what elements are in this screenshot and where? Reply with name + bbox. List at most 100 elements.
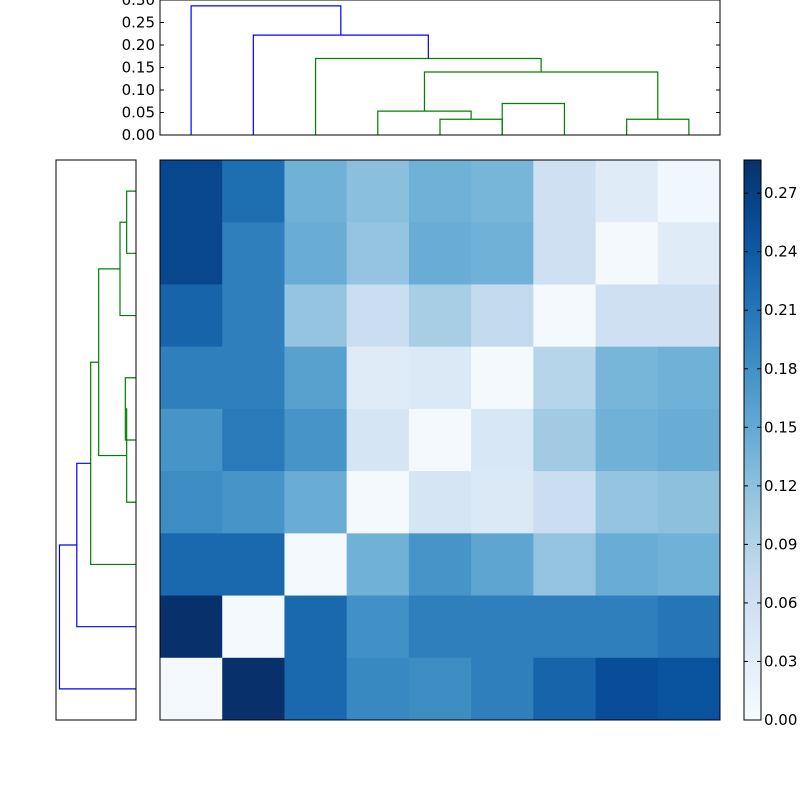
heatmap-cell xyxy=(284,284,348,348)
heatmap-cell xyxy=(222,533,285,597)
top-dendrogram-tick-label: 0.30 xyxy=(122,0,155,9)
left-dendrogram-link xyxy=(98,268,127,457)
top-dendrogram-tick-label: 0.15 xyxy=(122,59,155,77)
heatmap-cell xyxy=(284,346,348,410)
heatmap-cell xyxy=(657,657,721,721)
left-dendrogram-link xyxy=(58,544,136,690)
top-dendrogram-link xyxy=(377,110,472,135)
top-dendrogram-frame xyxy=(159,0,721,136)
heatmap-cell xyxy=(160,284,223,348)
heatmap-cell xyxy=(471,471,534,534)
heatmap-cell xyxy=(533,657,597,721)
heatmap-cell xyxy=(160,657,223,721)
colorbar-tick-label: 0.18 xyxy=(764,360,797,378)
heatmap-cell xyxy=(346,222,410,285)
heatmap-cell xyxy=(160,346,223,410)
heatmap-cell xyxy=(471,160,534,223)
colorbar-tick-label: 0.03 xyxy=(764,652,797,670)
top-dendrogram-tick-label: 0.10 xyxy=(122,81,155,99)
colorbar-tick-label: 0.12 xyxy=(764,477,797,495)
colorbar: 0.00 0.03 0.06 0.09 0.12 0.15 0.18 0.21 0.24 0.27 xyxy=(743,159,797,729)
heatmap-cell xyxy=(657,346,721,410)
heatmap-cell xyxy=(408,533,472,597)
heatmap-cell xyxy=(471,657,534,721)
heatmap-cell xyxy=(160,533,223,597)
top-dendrogram-link xyxy=(501,102,566,135)
heatmap-cell xyxy=(471,222,534,285)
heatmap-cell xyxy=(346,284,410,348)
heatmap-cell xyxy=(222,346,285,410)
heatmap-cell xyxy=(160,595,223,659)
colorbar-tick-label: 0.00 xyxy=(764,711,797,729)
heatmap-cell xyxy=(595,346,659,410)
heatmap-cell xyxy=(408,657,472,721)
heatmap-cell xyxy=(160,471,223,534)
heatmap-cell xyxy=(160,408,223,472)
heatmap-cell xyxy=(657,160,721,223)
top-dendrogram: 0.00 0.05 0.10 0.15 0.20 0.25 0.30 xyxy=(122,0,721,144)
heatmap-cell xyxy=(284,160,348,223)
heatmap-cell xyxy=(160,222,223,285)
heatmap-cell xyxy=(657,222,721,285)
colorbar-tick-label: 0.06 xyxy=(764,594,797,612)
heatmap-cell xyxy=(471,284,534,348)
heatmap-cell xyxy=(471,346,534,410)
heatmap-cell xyxy=(657,471,721,534)
heatmap-cell xyxy=(533,471,597,534)
heatmap-cell xyxy=(222,408,285,472)
heatmap-cell xyxy=(284,408,348,472)
heatmap-cell xyxy=(222,657,285,721)
heatmap-cell xyxy=(408,346,472,410)
heatmap-cell xyxy=(408,284,472,348)
heatmap-cell xyxy=(595,408,659,472)
left-dendrogram-link xyxy=(124,377,136,441)
heatmap-cell xyxy=(346,657,410,721)
heatmap-cell xyxy=(533,346,597,410)
heatmap-cell xyxy=(284,471,348,534)
heatmap-cell xyxy=(222,284,285,348)
heatmap-cell xyxy=(657,284,721,348)
heatmap-cell xyxy=(533,222,597,285)
colorbar-tick-label: 0.21 xyxy=(764,301,797,319)
heatmap-cell xyxy=(222,471,285,534)
heatmap-cell xyxy=(408,160,472,223)
heatmap-cell xyxy=(533,408,597,472)
heatmap-cell xyxy=(595,533,659,597)
heatmap-cell xyxy=(346,160,410,223)
left-dendrogram-link xyxy=(90,361,136,566)
heatmap-cell xyxy=(533,160,597,223)
heatmap-cell xyxy=(408,595,472,659)
heatmap-cell xyxy=(595,222,659,285)
top-dendrogram-link xyxy=(190,5,342,135)
heatmap-cell xyxy=(595,595,659,659)
left-dendrogram-link xyxy=(119,221,136,317)
left-dendrogram-frame xyxy=(55,159,137,721)
heatmap-frame xyxy=(159,159,721,721)
heatmap xyxy=(159,159,721,721)
heatmap-cell xyxy=(471,595,534,659)
heatmap-cell xyxy=(346,346,410,410)
colorbar-tick-label: 0.24 xyxy=(764,243,797,261)
top-dendrogram-tick-label: 0.25 xyxy=(122,14,155,32)
colorbar-tick-label: 0.15 xyxy=(764,418,797,436)
heatmap-cell xyxy=(408,222,472,285)
heatmap-cell xyxy=(657,595,721,659)
heatmap-cell xyxy=(408,471,472,534)
heatmap-cell xyxy=(595,471,659,534)
colorbar-frame xyxy=(743,159,762,721)
heatmap-cell xyxy=(346,595,410,659)
top-dendrogram-link xyxy=(439,118,503,135)
heatmap-cell xyxy=(533,284,597,348)
top-dendrogram-link xyxy=(314,57,542,135)
left-dendrogram-link xyxy=(125,408,136,503)
heatmap-cell xyxy=(284,657,348,721)
heatmap-cell xyxy=(595,657,659,721)
heatmap-cell xyxy=(533,595,597,659)
top-dendrogram-link xyxy=(252,34,429,135)
colorbar-bar xyxy=(744,160,761,720)
heatmap-cell xyxy=(284,222,348,285)
left-dendrogram xyxy=(55,159,137,721)
top-dendrogram-tick-label: 0.00 xyxy=(122,126,155,144)
colorbar-tick-label: 0.27 xyxy=(764,184,797,202)
